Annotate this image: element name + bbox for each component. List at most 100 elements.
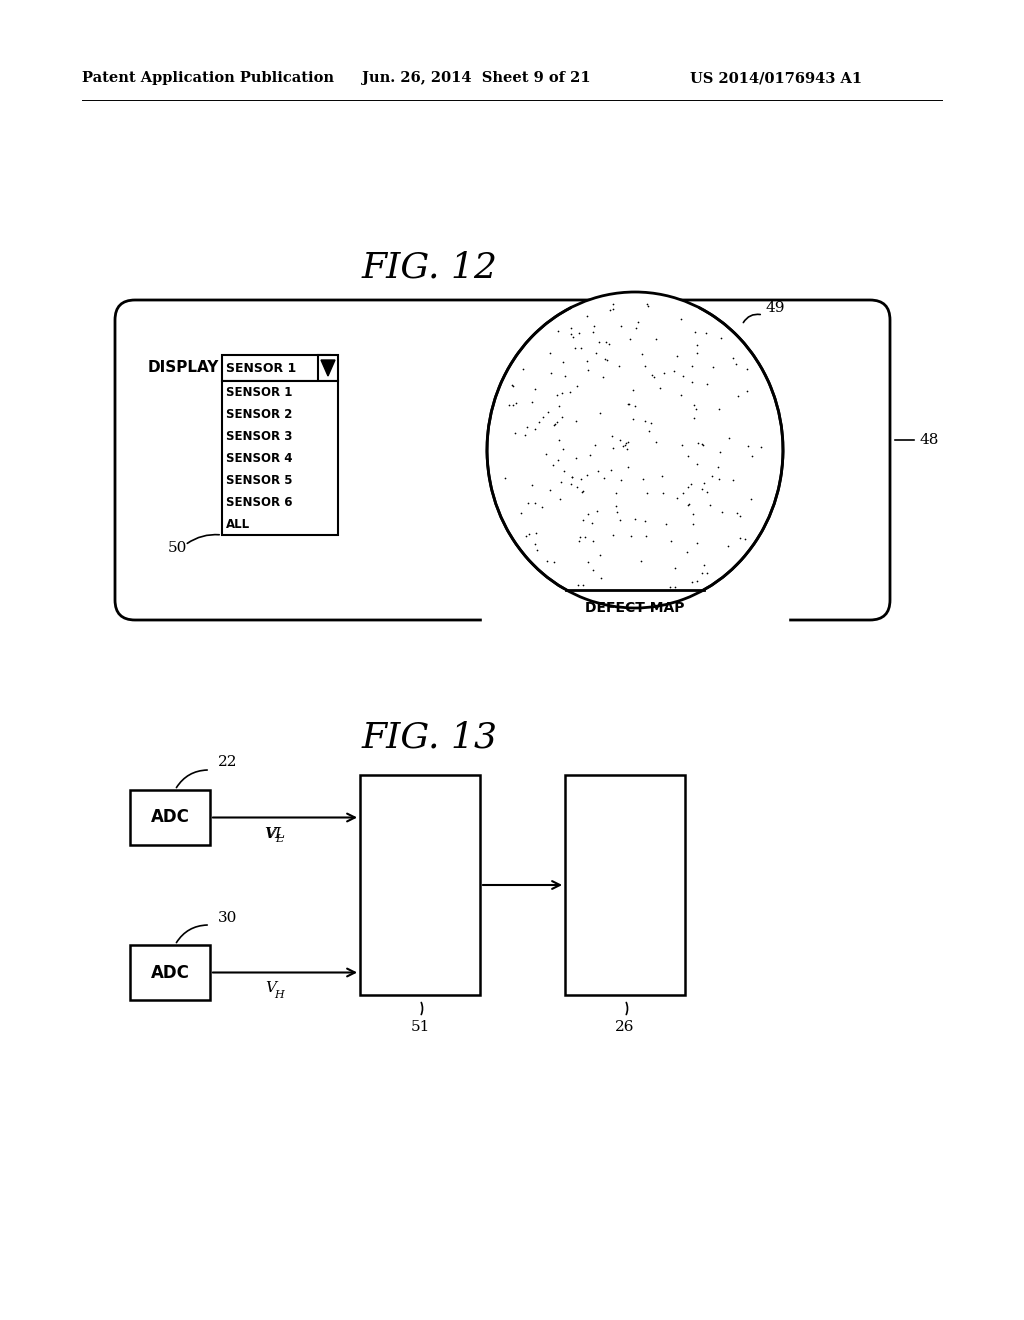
FancyBboxPatch shape <box>222 355 330 381</box>
Point <box>526 492 543 513</box>
Point <box>564 466 581 487</box>
Text: 49: 49 <box>765 301 784 315</box>
Text: FIG. 13: FIG. 13 <box>362 721 498 755</box>
Point <box>524 475 541 496</box>
Text: 48: 48 <box>920 433 939 447</box>
Point <box>585 512 601 533</box>
Point <box>574 574 591 595</box>
Point <box>738 359 755 380</box>
Point <box>680 494 696 515</box>
Point <box>519 416 536 437</box>
Point <box>593 568 609 589</box>
Point <box>572 527 589 548</box>
Point <box>645 367 662 388</box>
Text: Patent Application Publication: Patent Application Publication <box>82 71 334 84</box>
Point <box>654 482 671 503</box>
Point <box>603 459 620 480</box>
Point <box>543 363 559 384</box>
Point <box>573 338 590 359</box>
Point <box>618 438 635 459</box>
Point <box>523 391 540 412</box>
Point <box>521 524 538 545</box>
Point <box>587 434 603 455</box>
Point <box>554 383 570 404</box>
Point <box>536 407 552 428</box>
Point <box>497 467 513 488</box>
Point <box>528 539 545 560</box>
Point <box>582 445 598 466</box>
Point <box>639 483 655 504</box>
Point <box>689 433 706 454</box>
Point <box>508 392 524 413</box>
Text: SENSOR 2: SENSOR 2 <box>226 408 293 421</box>
Point <box>651 378 668 399</box>
Point <box>730 385 746 407</box>
Point <box>656 362 673 383</box>
Point <box>563 317 580 338</box>
Point <box>666 360 682 381</box>
Point <box>542 479 558 500</box>
Text: ALL: ALL <box>226 517 250 531</box>
Point <box>686 395 702 416</box>
Point <box>613 315 630 337</box>
Point <box>725 348 741 370</box>
Point <box>615 436 632 457</box>
Point <box>520 492 537 513</box>
Point <box>579 305 595 326</box>
Point <box>550 321 566 342</box>
Point <box>589 500 605 521</box>
Point <box>608 496 625 517</box>
Point <box>592 403 608 424</box>
Point <box>579 350 595 371</box>
Point <box>610 355 627 376</box>
Text: SENSOR 1: SENSOR 1 <box>226 385 293 399</box>
Point <box>591 331 607 352</box>
Point <box>507 422 523 444</box>
Point <box>639 293 655 314</box>
Point <box>674 434 690 455</box>
Point <box>550 396 566 417</box>
Point <box>683 355 699 376</box>
Point <box>743 488 760 510</box>
Point <box>599 350 615 371</box>
Text: 51: 51 <box>411 1020 430 1034</box>
Point <box>600 334 616 355</box>
Point <box>689 570 706 591</box>
FancyBboxPatch shape <box>360 775 480 995</box>
FancyBboxPatch shape <box>130 789 210 845</box>
Point <box>653 465 670 486</box>
Point <box>505 375 521 396</box>
Point <box>703 465 720 486</box>
Point <box>604 438 621 459</box>
Text: DEFECT MAP: DEFECT MAP <box>586 601 685 615</box>
Point <box>501 395 517 416</box>
Point <box>628 396 644 417</box>
Point <box>567 338 584 359</box>
Point <box>569 376 586 397</box>
Point <box>637 511 653 532</box>
Point <box>546 414 562 436</box>
Point <box>604 425 621 446</box>
Point <box>662 576 678 597</box>
Point <box>554 407 570 428</box>
Point <box>526 379 543 400</box>
Text: FIG. 12: FIG. 12 <box>362 251 498 285</box>
Text: 50: 50 <box>168 541 187 554</box>
Point <box>668 577 684 598</box>
Point <box>585 560 601 581</box>
Point <box>712 399 728 420</box>
Point <box>628 317 644 338</box>
Point <box>556 461 572 482</box>
Point <box>547 413 563 434</box>
Point <box>688 335 705 356</box>
Point <box>694 478 711 499</box>
FancyBboxPatch shape <box>115 300 890 620</box>
Point <box>737 528 754 549</box>
Point <box>693 433 710 454</box>
Text: V: V <box>265 826 276 841</box>
Point <box>622 329 638 350</box>
Point <box>695 434 712 455</box>
Point <box>644 364 660 385</box>
Point <box>605 524 622 545</box>
Point <box>611 510 628 531</box>
